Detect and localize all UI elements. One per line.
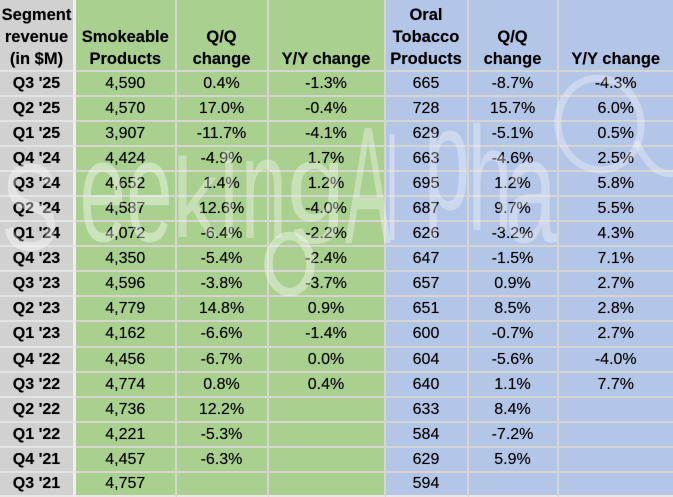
svg-text:l: l [386,108,398,271]
svg-text:p: p [424,77,470,240]
svg-text:A: A [345,93,391,279]
svg-text:ın: ın [218,106,288,269]
svg-text:g: g [287,122,345,245]
svg-text:h: h [468,97,512,262]
svg-text:S: S [1,140,59,277]
svg-text:k: k [173,136,219,261]
svg-text:ee: ee [80,109,173,272]
svg-text:a: a [505,106,557,274]
